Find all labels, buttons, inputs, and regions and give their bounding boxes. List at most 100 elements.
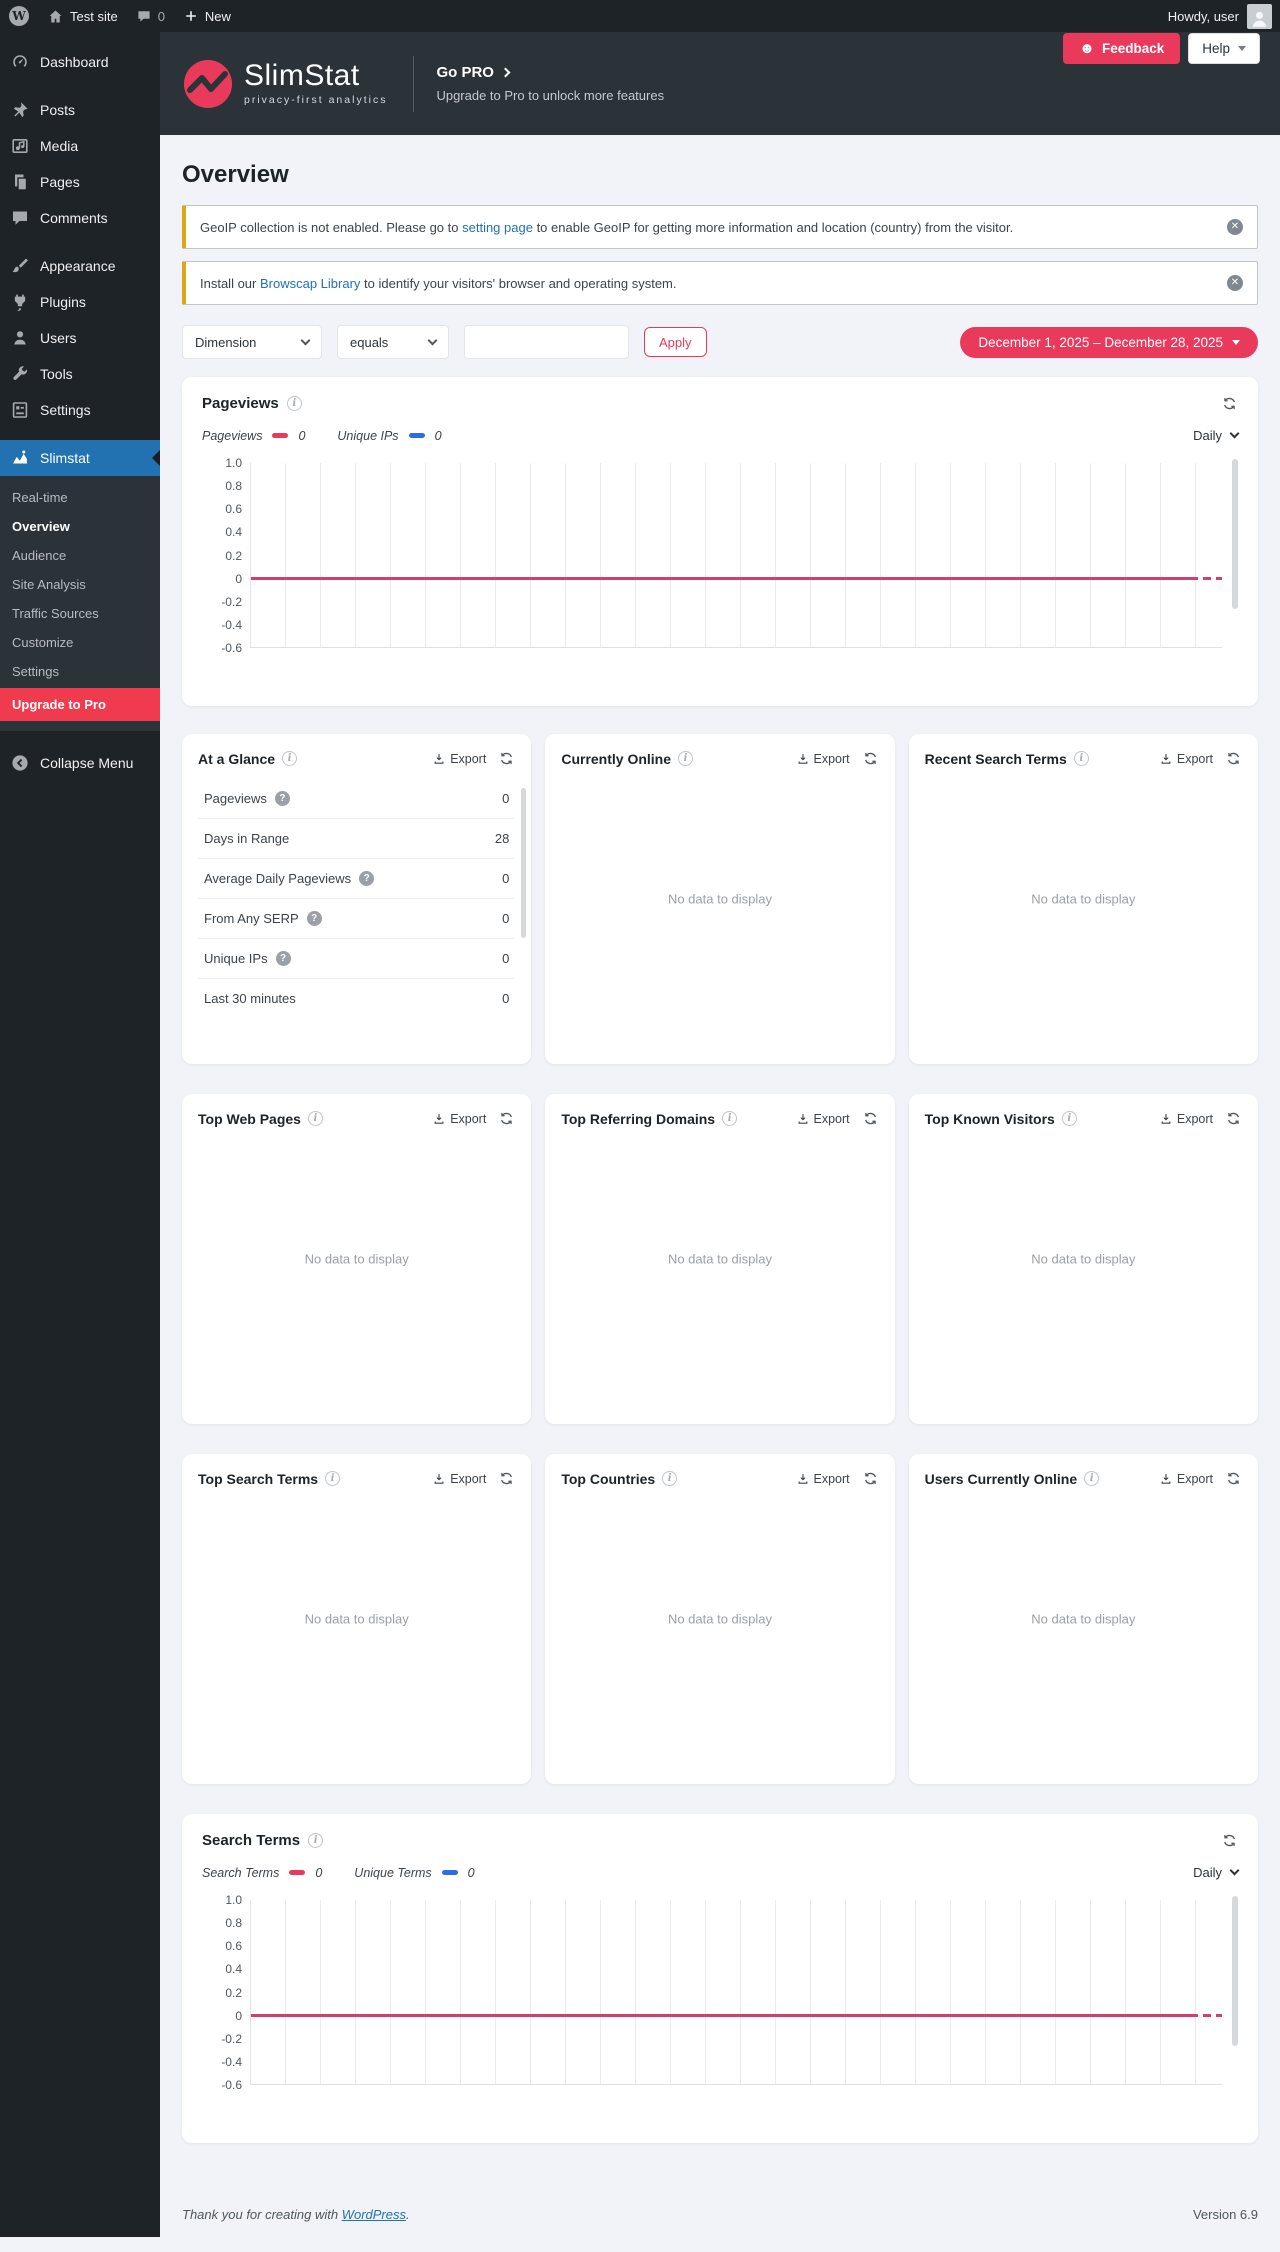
sidebar-item-users[interactable]: Users <box>0 320 160 356</box>
sidebar-item-posts[interactable]: Posts <box>0 92 160 128</box>
plot-area <box>250 1900 1222 2085</box>
chart-scrollbar[interactable] <box>1232 1896 1238 2046</box>
info-icon[interactable]: i <box>1073 751 1089 766</box>
export-button[interactable]: Export <box>432 1112 486 1126</box>
comments-menu[interactable]: 0 <box>127 0 174 32</box>
filter-value-input[interactable] <box>464 325 629 359</box>
notice-browscap: Install our Browscap Library to identify… <box>182 261 1258 305</box>
info-icon[interactable]: i <box>1061 1111 1077 1126</box>
refresh-icon[interactable] <box>1221 1832 1238 1849</box>
dimension-select[interactable]: Dimension <box>182 325 322 359</box>
sidebar-item-dashboard[interactable]: Dashboard <box>0 44 160 80</box>
refresh-icon[interactable] <box>862 1110 879 1127</box>
collapse-menu-button[interactable]: Collapse Menu <box>0 745 160 781</box>
sidebar-item-media[interactable]: Media <box>0 128 160 164</box>
glance-row: Unique IPs? 0 <box>198 939 516 979</box>
interval-select[interactable]: Daily <box>1193 1865 1240 1880</box>
info-icon[interactable]: i <box>325 1471 341 1486</box>
sidebar-item-plugins[interactable]: Plugins <box>0 284 160 320</box>
chart-scrollbar[interactable] <box>1232 459 1238 609</box>
pageviews-chart: 1.0 0.8 0.6 0.4 0.2 0 -0.2 -0.4 -0.6 <box>202 456 1238 662</box>
refresh-icon[interactable] <box>1225 750 1242 767</box>
submenu-audience[interactable]: Audience <box>12 548 67 563</box>
submenu-traffic-sources[interactable]: Traffic Sources <box>12 606 99 621</box>
y-tick: 1.0 <box>225 1893 242 1907</box>
submenu-settings[interactable]: Settings <box>12 664 59 679</box>
export-button[interactable]: Export <box>432 1472 486 1486</box>
slimstat-submenu: Real-time Overview Audience Site Analysi… <box>0 476 160 731</box>
wordpress-logo-menu[interactable]: W <box>0 0 38 32</box>
feedback-label: Feedback <box>1101 41 1165 56</box>
feedback-button[interactable]: ☻ Feedback <box>1063 33 1181 64</box>
export-button[interactable]: Export <box>796 1112 850 1126</box>
info-icon[interactable]: i <box>722 1111 738 1126</box>
info-icon[interactable]: i <box>286 396 302 411</box>
export-button[interactable]: Export <box>796 752 850 766</box>
export-button[interactable]: Export <box>1159 1112 1213 1126</box>
browscap-library-link[interactable]: Browscap Library <box>259 275 361 291</box>
info-icon[interactable]: i <box>1084 1471 1100 1486</box>
refresh-icon[interactable] <box>498 1470 515 1487</box>
submenu-upgrade-to-pro[interactable]: Upgrade to Pro <box>0 688 160 721</box>
help-icon[interactable]: ? <box>359 871 375 886</box>
recent-search-terms-card: Recent Search Terms i Export No data to d… <box>908 734 1258 1064</box>
export-label: Export <box>450 1471 487 1486</box>
refresh-icon[interactable] <box>862 1470 879 1487</box>
glance-label: From Any SERP <box>204 911 299 926</box>
export-button[interactable]: Export <box>432 752 486 766</box>
sidebar-item-settings[interactable]: Settings <box>0 392 160 428</box>
info-icon[interactable]: i <box>678 751 694 766</box>
y-tick: 0.2 <box>225 549 242 563</box>
refresh-icon[interactable] <box>1221 395 1238 412</box>
new-label: New <box>204 8 231 24</box>
submenu-real-time[interactable]: Real-time <box>12 490 68 505</box>
help-icon[interactable]: ? <box>275 951 291 966</box>
gopro-block[interactable]: Go PRO Upgrade to Pro to unlock more fea… <box>436 64 664 103</box>
refresh-icon[interactable] <box>498 750 515 767</box>
sidebar-item-comments[interactable]: Comments <box>0 200 160 236</box>
info-icon[interactable]: i <box>662 1471 678 1486</box>
apply-button[interactable]: Apply <box>644 327 707 357</box>
new-content-menu[interactable]: New <box>174 0 240 32</box>
info-icon[interactable]: i <box>307 1111 323 1126</box>
sidebar-item-pages[interactable]: Pages <box>0 164 160 200</box>
interval-select[interactable]: Daily <box>1193 428 1240 443</box>
user-avatar[interactable] <box>1247 3 1272 29</box>
operator-select[interactable]: equals <box>337 325 449 359</box>
help-icon[interactable]: ? <box>306 911 322 926</box>
info-icon[interactable]: i <box>282 751 298 766</box>
card-title: Top Referring Domains <box>561 1110 716 1127</box>
setting-page-link[interactable]: setting page <box>462 219 533 235</box>
sidebar-item-tools[interactable]: Tools <box>0 356 160 392</box>
submenu-overview[interactable]: Overview <box>12 519 70 534</box>
date-range-button[interactable]: December 1, 2025 – December 28, 2025 <box>960 326 1258 358</box>
howdy-user[interactable]: Howdy, user <box>1167 8 1239 24</box>
refresh-icon[interactable] <box>1225 1110 1242 1127</box>
dismiss-notice-icon[interactable]: ✕ <box>1227 219 1243 235</box>
no-data-message: No data to display <box>1031 1611 1136 1627</box>
glance-value: 0 <box>502 871 510 886</box>
site-name-menu[interactable]: Test site <box>38 0 127 32</box>
refresh-icon[interactable] <box>1225 1470 1242 1487</box>
settings-icon <box>12 402 28 418</box>
dismiss-notice-icon[interactable]: ✕ <box>1227 275 1243 291</box>
sidebar-item-slimstat[interactable]: Slimstat <box>0 440 160 476</box>
submenu-customize[interactable]: Customize <box>12 635 74 650</box>
export-button[interactable]: Export <box>1159 1472 1213 1486</box>
sidebar-item-appearance[interactable]: Appearance <box>0 248 160 284</box>
submenu-site-analysis[interactable]: Site Analysis <box>12 577 86 592</box>
card-title: Top Known Visitors <box>924 1110 1055 1127</box>
glance-row: Last 30 minutes 0 <box>198 979 515 1018</box>
export-button[interactable]: Export <box>1159 752 1213 766</box>
export-button[interactable]: Export <box>796 1472 850 1486</box>
y-tick: -0.4 <box>221 618 242 632</box>
wordpress-link[interactable]: WordPress <box>341 2207 406 2222</box>
glance-scrollbar[interactable] <box>521 788 527 938</box>
refresh-icon[interactable] <box>862 750 879 767</box>
help-icon[interactable]: ? <box>274 791 290 806</box>
info-icon[interactable]: i <box>308 1833 324 1848</box>
y-tick: -0.4 <box>221 2055 242 2069</box>
help-button[interactable]: Help <box>1188 33 1260 64</box>
slimstat-chart-icon <box>13 450 27 464</box>
refresh-icon[interactable] <box>498 1110 515 1127</box>
